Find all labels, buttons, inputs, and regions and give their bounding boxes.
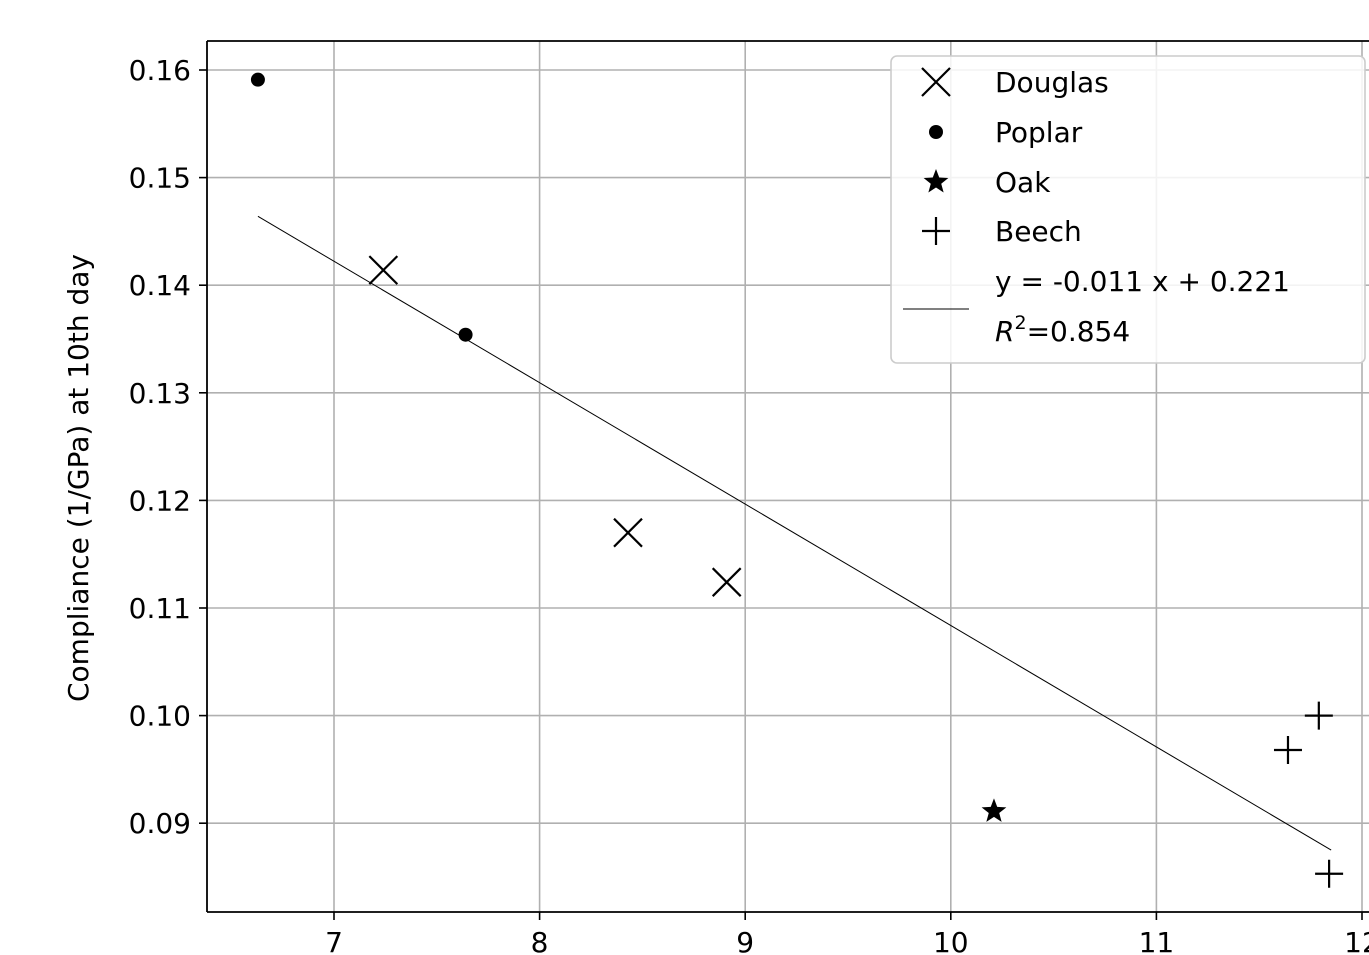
x-tick-label: 8 [531, 926, 549, 955]
y-tick-label: 0.09 [129, 807, 191, 840]
x-tick-label: 12 [1344, 926, 1369, 955]
beech-point [1304, 701, 1333, 730]
legend-oak-marker [923, 169, 949, 193]
poplar-point [250, 72, 265, 87]
y-axis-label: Compliance (1/GPa) at 10th day [62, 254, 95, 702]
beech-point [1273, 736, 1302, 765]
douglas-point [711, 567, 742, 597]
x-tick-label: 11 [1139, 926, 1175, 955]
legend-douglas-marker [921, 67, 951, 97]
data-points [250, 72, 1344, 888]
y-tick-label: 0.14 [129, 269, 191, 302]
legend-beech-marker [922, 217, 950, 245]
legend-beech-label: Beech [995, 215, 1082, 248]
legend-oak-label: Oak [995, 166, 1051, 199]
y-tick-label: 0.16 [129, 54, 191, 87]
beech-point [1315, 859, 1344, 888]
x-tick-label: 7 [325, 926, 343, 955]
y-tick-label: 0.15 [129, 162, 191, 195]
y-tick-label: 0.12 [129, 484, 191, 517]
legend-fit-equation: y = -0.011 x + 0.221 [995, 265, 1290, 298]
fit-line [257, 215, 1332, 851]
douglas-point [613, 517, 643, 548]
y-tick-label: 0.11 [129, 592, 191, 625]
legend-fit-r2: R2=0.854 [995, 312, 1130, 348]
x-tick-label: 10 [933, 926, 969, 955]
ticks: 7 8 9 10 11 12 0.09 0.10 0.11 0.12 0.13 0.14 0.15 0.1… [129, 54, 1369, 955]
douglas-point [368, 255, 399, 285]
legend-douglas-label: Douglas [995, 66, 1109, 99]
x-tick-label: 9 [736, 926, 754, 955]
legend-box [890, 55, 1366, 364]
y-tick-label: 0.10 [129, 700, 191, 733]
legend-poplar-label: Poplar [995, 116, 1083, 149]
legend: Douglas Poplar Oak Beech y = -0.011 x + 0.22… [890, 55, 1366, 364]
oak-point [981, 798, 1007, 822]
axes [206, 40, 1369, 913]
fit-layer [257, 215, 1332, 851]
y-tick-label: 0.13 [129, 377, 191, 410]
legend-poplar-marker [929, 125, 943, 139]
poplar-point [458, 327, 473, 342]
